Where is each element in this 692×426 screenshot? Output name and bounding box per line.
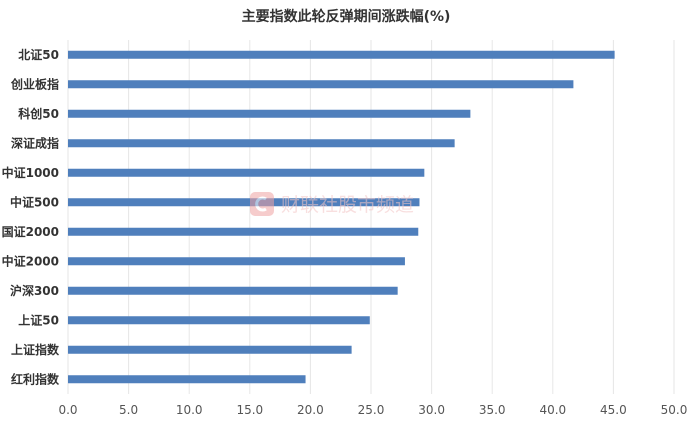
category-label: 沪深300 [10,283,59,298]
category-label: 红利指数 [11,371,60,386]
bar [68,227,419,236]
chart-title: 主要指数此轮反弹期间涨跌幅(%) [242,8,451,25]
bar [68,80,574,89]
x-tick-label: 10.0 [176,403,203,417]
bar [68,109,471,118]
category-label: 深证成指 [11,135,59,150]
category-label: 国证2000 [2,225,59,239]
cailian-logo-icon [250,192,274,216]
x-tick-label: 20.0 [297,403,324,417]
x-tick-label: 50.0 [661,403,688,417]
grid-lines [67,40,675,394]
watermark-text: 财联社股市频道 [281,194,414,216]
category-label: 上证指数 [11,342,60,357]
x-tick-label: 40.0 [539,403,566,417]
bar [68,286,398,295]
x-tick-label: 45.0 [600,403,627,417]
category-label: 中证500 [10,194,59,209]
x-tick-label: 30.0 [418,403,445,417]
category-label: 中证2000 [2,253,59,268]
x-tick-label: 5.0 [119,403,138,417]
x-tick-label: 25.0 [358,403,385,417]
bar [68,198,420,207]
x-tick-label: 0.0 [58,403,77,417]
category-label: 科创50 [18,106,59,121]
bar [68,316,370,325]
bar [68,50,615,59]
category-label: 北证50 [18,47,59,62]
category-label: 上证50 [18,312,59,327]
bars [68,50,615,384]
bar [68,345,352,354]
category-label: 创业板指 [10,76,59,91]
watermark: 财联社股市频道 [250,192,414,216]
bar [68,139,455,148]
bar [68,257,405,266]
x-tick-label: 15.0 [236,403,263,417]
category-label: 中证1000 [2,165,59,180]
x-axis-tick-labels: 0.0 5.0 10.0 15.0 20.0 25.0 30.0 35.0 40.0 45.0 50… [58,403,687,417]
x-tick-label: 35.0 [479,403,506,417]
bar [68,375,306,384]
bar [68,168,425,177]
